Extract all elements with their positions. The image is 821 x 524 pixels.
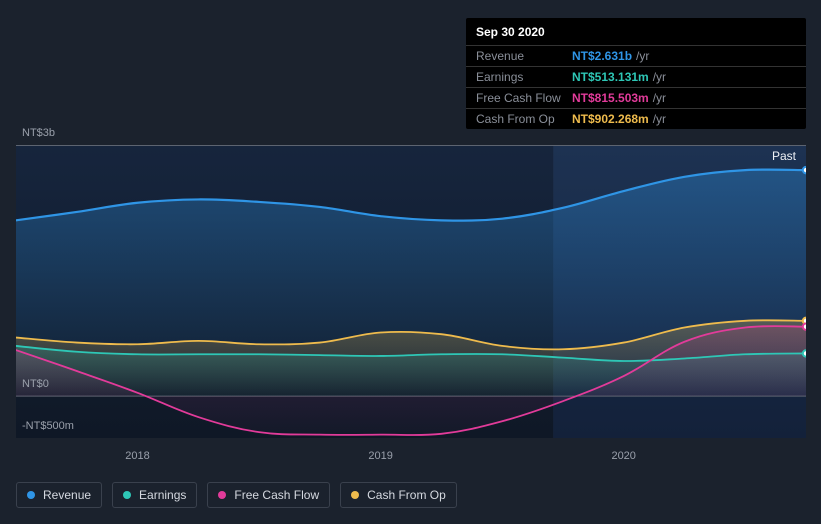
tooltip-row-cfo: Cash From Op NT$902.268m /yr [466, 109, 806, 129]
tooltip-unit: /yr [653, 112, 666, 126]
tooltip-value: NT$902.268m [572, 112, 649, 126]
legend-item-cfo[interactable]: Cash From Op [340, 482, 457, 508]
y-tick-label: NT$0 [22, 378, 49, 390]
tooltip-unit: /yr [653, 91, 666, 105]
tooltip-unit: /yr [653, 70, 666, 84]
x-tick-label: 2020 [611, 450, 635, 462]
tooltip-label: Free Cash Flow [476, 91, 572, 105]
legend-label: Earnings [139, 488, 186, 502]
x-tick-label: 2019 [368, 450, 392, 462]
tooltip-label: Revenue [476, 49, 572, 63]
tooltip-row-earnings: Earnings NT$513.131m /yr [466, 67, 806, 88]
tooltip-value: NT$815.503m [572, 91, 649, 105]
tooltip-row-fcf: Free Cash Flow NT$815.503m /yr [466, 88, 806, 109]
legend-dot-icon [218, 491, 226, 499]
tooltip-value: NT$513.131m [572, 70, 649, 84]
tooltip-unit: /yr [636, 49, 649, 63]
tooltip-label: Cash From Op [476, 112, 572, 126]
legend-dot-icon [123, 491, 131, 499]
y-tick-label: NT$3b [22, 127, 55, 139]
tooltip-row-revenue: Revenue NT$2.631b /yr [466, 46, 806, 67]
legend-label: Revenue [43, 488, 91, 502]
y-tick-label: -NT$500m [22, 420, 74, 432]
tooltip-date: Sep 30 2020 [466, 18, 806, 46]
legend-label: Cash From Op [367, 488, 446, 502]
legend-item-earnings[interactable]: Earnings [112, 482, 197, 508]
financial-area-chart[interactable] [16, 145, 806, 438]
legend-label: Free Cash Flow [234, 488, 319, 502]
chart-tooltip: Sep 30 2020 Revenue NT$2.631b /yr Earnin… [466, 18, 806, 129]
legend-dot-icon [351, 491, 359, 499]
legend-item-fcf[interactable]: Free Cash Flow [207, 482, 330, 508]
past-label: Past [772, 149, 796, 163]
x-tick-label: 2018 [125, 450, 149, 462]
legend-item-revenue[interactable]: Revenue [16, 482, 102, 508]
tooltip-value: NT$2.631b [572, 49, 632, 63]
tooltip-label: Earnings [476, 70, 572, 84]
chart-legend: Revenue Earnings Free Cash Flow Cash Fro… [16, 482, 457, 508]
legend-dot-icon [27, 491, 35, 499]
